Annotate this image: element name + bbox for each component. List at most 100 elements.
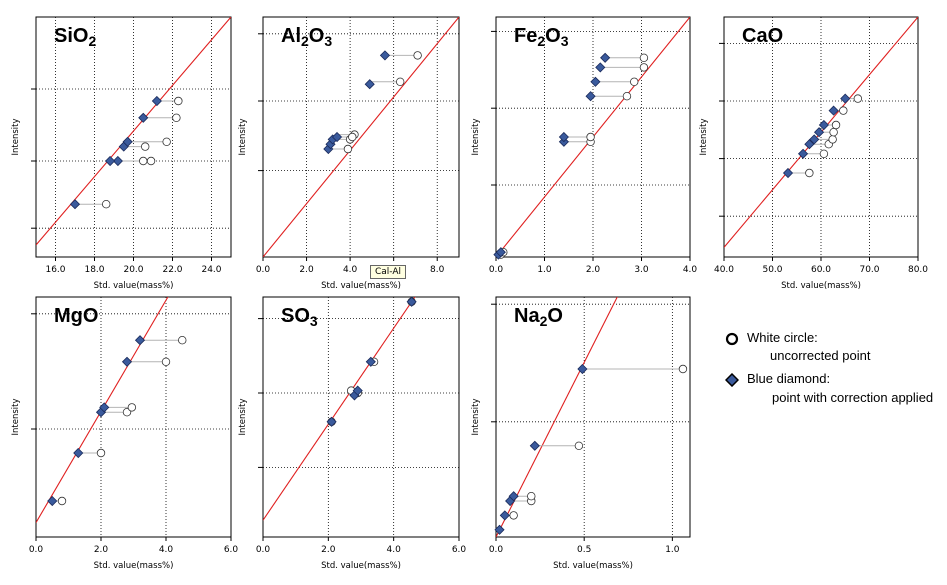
x-tick-label: 2.0: [321, 545, 336, 555]
chart-mgo: 0.0 2.0 4.0 6.0 Std. value(mass%) Intensity Mg…: [11, 296, 238, 571]
x-tick-label: 24.0: [201, 265, 221, 275]
x-tick-label: 0.0: [256, 265, 271, 275]
uncorrected-point: [831, 120, 841, 130]
y-axis-label: Intensity: [11, 119, 21, 156]
uncorrected-point: [829, 127, 838, 137]
plot-frame: [35, 296, 232, 538]
uncorrected-point: [57, 496, 67, 506]
x-tick-label: 4.0: [159, 545, 174, 555]
uncorrected-point: [527, 492, 536, 501]
x-axis-label: Std. value(mass%): [553, 561, 633, 571]
legend: White circle: uncorrected point Blue dia…: [723, 330, 938, 414]
plot-frame: [262, 296, 460, 538]
corrected-point: [585, 91, 596, 102]
corrected-point: [558, 131, 569, 143]
x-tick-label: 1.0: [537, 265, 552, 275]
x-axis-label: Std. value(mass%): [781, 281, 861, 291]
uncorrected-point: [146, 156, 156, 166]
corrected-point: [797, 148, 809, 159]
uncorrected-point: [348, 132, 357, 142]
chart-na2o: 0.0 0.5 1.0 Std. value(mass%) Intensity Na2O: [471, 296, 691, 571]
fit-line: [263, 297, 416, 521]
y-axis-label: Intensity: [471, 399, 481, 436]
uncorrected-point: [140, 142, 150, 151]
corrected-point: [112, 155, 123, 167]
uncorrected-point: [178, 336, 187, 345]
chart-title: MgO: [54, 305, 98, 327]
x-tick-label: 20.0: [123, 265, 143, 275]
x-axis-label: Std. value(mass%): [321, 281, 401, 291]
x-tick-label: 2.0: [94, 545, 109, 555]
uncorrected-point: [678, 364, 688, 374]
chart-cao: 40.0 50.0 60.0 70.0 80.0 Std. value(mass%) Int…: [699, 16, 928, 291]
x-axis-label: Std. value(mass%): [94, 281, 174, 291]
corrected-point: [122, 136, 133, 147]
corrected-point: [494, 524, 505, 535]
uncorrected-point: [574, 441, 584, 450]
uncorrected-point: [343, 144, 353, 154]
corrected-point: [499, 510, 510, 521]
x-axis-label: Std. value(mass%): [321, 561, 401, 571]
corrected-point: [406, 296, 417, 307]
uncorrected-point: [174, 96, 183, 106]
chart-title: Fe2O3: [514, 25, 569, 49]
corrected-point: [134, 335, 146, 346]
x-tick-label: 3.0: [634, 265, 649, 275]
corrected-point: [121, 356, 133, 367]
x-tick-label: 1.0: [665, 545, 680, 555]
uncorrected-point: [839, 106, 848, 115]
chart-sio2: 16.0 18.0 20.0 22.0 24.0 Std. value(mass%) Int…: [11, 16, 232, 291]
uncorrected-point: [630, 77, 639, 86]
x-tick-label: 4.0: [387, 545, 402, 555]
fit-line: [36, 17, 231, 246]
plot-frame: [495, 296, 691, 538]
x-tick-label: 80.0: [908, 265, 928, 275]
corrected-point: [813, 127, 825, 138]
uncorrected-point: [396, 77, 405, 86]
uncorrected-point: [162, 137, 171, 146]
x-tick-label: 4.0: [343, 265, 358, 275]
corrected-point: [352, 385, 363, 396]
legend-blue-diamond-label: Blue diamond:: [747, 371, 831, 386]
x-tick-label: 22.0: [162, 265, 182, 275]
uncorrected-point: [413, 51, 422, 60]
uncorrected-point: [127, 403, 137, 412]
x-tick-label: 0.0: [29, 545, 44, 555]
corrected-point: [782, 167, 794, 179]
uncorrected-point: [172, 113, 181, 122]
corrected-point: [840, 93, 851, 104]
corrected-point: [590, 76, 601, 87]
x-axis-label: Std. value(mass%): [94, 561, 174, 571]
uncorrected-point: [161, 357, 171, 366]
corrected-point: [600, 52, 611, 63]
corrected-point: [365, 356, 376, 367]
uncorrected-point: [828, 135, 837, 144]
uncorrected-point: [853, 94, 863, 103]
corrected-point: [99, 402, 110, 413]
legend-blue-diamond: Blue diamond: point with correction appl…: [723, 371, 938, 406]
x-tick-label: 18.0: [84, 265, 104, 275]
fit-line: [496, 297, 618, 537]
y-axis-label: Intensity: [238, 399, 248, 436]
corrected-point: [151, 95, 162, 107]
chart-so3: 0.0 2.0 4.0 6.0 Std. value(mass%) Intensity SO…: [238, 296, 466, 571]
uncorrected-point: [509, 511, 518, 520]
uncorrected-point: [805, 168, 814, 178]
x-tick-label: 2.0: [299, 265, 314, 275]
y-axis-label: Intensity: [238, 119, 248, 156]
x-tick-label: 60.0: [811, 265, 831, 275]
corrected-point: [508, 491, 519, 502]
chart-title: Al2O3: [281, 25, 332, 49]
corrected-point: [47, 495, 58, 507]
chart-title: SO3: [281, 305, 318, 329]
corrected-point: [828, 105, 839, 116]
plot-frame: [262, 16, 460, 258]
x-tick-label: 8.0: [430, 265, 445, 275]
corrected-point: [577, 363, 588, 375]
x-tick-label: 0.0: [489, 545, 504, 555]
chart-title: Na2O: [514, 305, 563, 329]
y-axis-label: Intensity: [471, 119, 481, 156]
corrected-point: [809, 134, 820, 145]
corrected-point: [326, 416, 337, 427]
